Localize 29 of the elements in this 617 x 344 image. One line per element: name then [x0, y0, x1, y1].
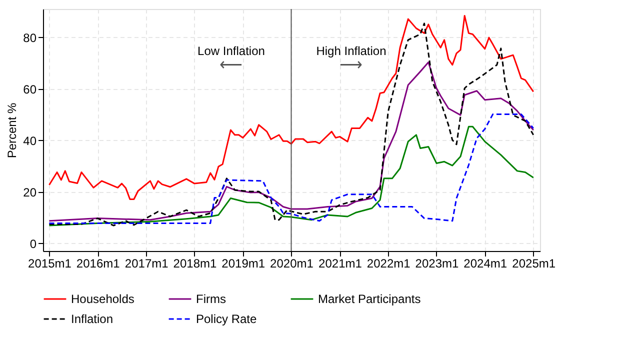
- legend-label: Market Participants: [318, 292, 421, 306]
- legend-label: Firms: [196, 292, 226, 306]
- x-tick-label: 2015m1: [28, 256, 72, 270]
- line-series: [48, 14, 534, 200]
- line-series: [48, 62, 534, 222]
- x-tick-label: 2017m1: [124, 256, 169, 270]
- annotation: High Inflation: [316, 44, 386, 58]
- legend-label: Households: [71, 292, 134, 306]
- annotation: ⟵: [220, 57, 243, 74]
- y-tick-label: 60: [23, 82, 37, 96]
- x-tick-label: 2020m1: [270, 256, 314, 270]
- y-tick-label: 20: [23, 185, 37, 200]
- x-tick-label: 2016m1: [76, 256, 120, 270]
- x-tick-label: 2019m1: [222, 256, 266, 270]
- legend-label: Inflation: [71, 312, 114, 326]
- y-tick-label: 40: [23, 134, 37, 148]
- x-tick-label: 2021m1: [318, 256, 362, 270]
- line-series: [48, 22, 534, 226]
- y-axis-title: Percent %: [5, 102, 20, 158]
- legend-label: Policy Rate: [196, 312, 258, 326]
- x-tick-label: 2025m1: [512, 256, 556, 270]
- x-tick-label: 2018m1: [173, 256, 217, 270]
- x-tick-label: 2024m1: [464, 256, 508, 270]
- annotation: Low Inflation: [198, 44, 265, 58]
- y-tick-label: 80: [23, 30, 37, 45]
- annotation: ⟶: [340, 57, 363, 74]
- y-tick-label: 0: [30, 236, 37, 251]
- x-tick-label: 2023m1: [415, 256, 459, 270]
- x-tick-label: 2022m1: [366, 256, 411, 270]
